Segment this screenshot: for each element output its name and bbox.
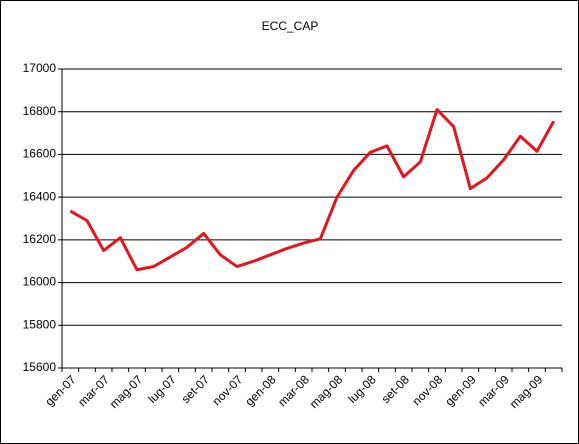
y-tick-label: 16800 [23, 104, 57, 118]
y-tick-label: 15800 [23, 317, 57, 331]
y-tick-label: 16000 [23, 275, 57, 289]
line-series [69, 108, 555, 272]
chart-title: ECC_CAP [262, 19, 319, 33]
y-tick-label: 16400 [23, 189, 57, 203]
y-tick-label: 17000 [23, 61, 57, 75]
y-tick-label: 16600 [23, 147, 57, 161]
y-tick-label: 15600 [23, 360, 57, 374]
y-tick-label: 16200 [23, 232, 57, 246]
